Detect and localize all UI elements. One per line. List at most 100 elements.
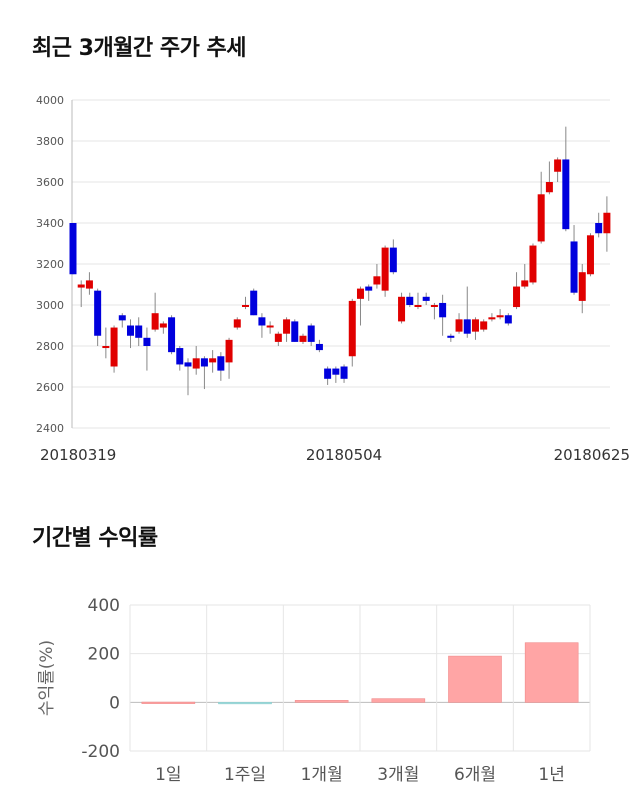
price-chart-title: 최근 3개월간 주가 추세 <box>32 36 246 61</box>
candle-body <box>455 319 463 332</box>
candle-body <box>348 300 356 357</box>
candle-body <box>192 358 200 369</box>
candle-body <box>463 319 471 334</box>
candle-body <box>233 319 241 328</box>
return-bar <box>524 642 579 703</box>
candle <box>562 126 570 232</box>
candle-body <box>143 337 151 346</box>
candle <box>176 346 184 371</box>
candle-body <box>389 247 397 273</box>
candle-body <box>365 286 373 291</box>
candle <box>110 325 118 373</box>
candle-body <box>324 368 332 379</box>
candle <box>209 350 217 373</box>
return-bar <box>294 700 349 703</box>
candle <box>299 333 307 344</box>
candle <box>250 288 258 316</box>
candle-body <box>480 321 488 330</box>
candle-body <box>151 313 159 330</box>
candle <box>414 292 422 310</box>
candle-body <box>110 327 118 367</box>
y-tick-label: 2800 <box>36 340 64 353</box>
x-category-label: 1개월 <box>301 765 343 785</box>
candle <box>77 280 85 308</box>
candle-body <box>159 323 167 328</box>
candle <box>283 317 291 342</box>
candle-body <box>176 348 184 365</box>
candle <box>496 309 504 320</box>
candle <box>324 366 332 385</box>
x-category-label: 6개월 <box>454 765 496 785</box>
candle-body <box>315 343 323 351</box>
candle <box>168 315 176 355</box>
candlestick-chart: 2400 2600 2800 3000 3200 3400 3600 3800 4000 2018… <box>36 94 630 464</box>
candle-body <box>102 346 110 349</box>
candle-body <box>586 235 594 275</box>
candle-body <box>570 241 578 293</box>
return-bar <box>141 701 196 704</box>
candle <box>554 157 562 182</box>
candle <box>69 223 77 275</box>
candle <box>529 243 537 285</box>
candle <box>94 288 102 346</box>
candle <box>291 319 299 342</box>
candle-body <box>471 319 479 332</box>
y-tick-label: 3200 <box>36 258 64 271</box>
candle-body <box>168 317 176 353</box>
candle-body <box>332 368 340 375</box>
candle <box>258 313 266 338</box>
candle-body <box>85 280 93 289</box>
candle <box>586 233 594 277</box>
candle <box>200 356 208 390</box>
candle-body <box>447 335 455 338</box>
candle <box>217 352 225 381</box>
candle <box>480 319 488 332</box>
candle <box>241 296 249 310</box>
candle <box>455 313 463 334</box>
returns-bar-chart: -200 0 200 400 수익률(%) 1일 1주일 1개월 3개월 6개월 1년 <box>37 596 591 785</box>
candle <box>184 358 192 396</box>
candle <box>340 364 348 383</box>
candle-body <box>126 325 134 336</box>
candle-body <box>595 223 603 234</box>
candle-body <box>422 296 430 301</box>
candle-body <box>406 296 414 305</box>
y-tick-label: 400 <box>88 596 120 616</box>
x-tick-label: 20180625 <box>554 446 630 464</box>
candle <box>307 323 315 346</box>
x-category-label: 3개월 <box>377 765 419 785</box>
candle-body <box>118 315 126 321</box>
candle <box>373 264 381 289</box>
x-category-label: 1주일 <box>224 765 266 785</box>
y-tick-label: -200 <box>81 742 120 762</box>
candle-body <box>291 321 299 342</box>
candle <box>521 264 529 289</box>
x-tick-label: 20180504 <box>306 446 382 464</box>
candle <box>159 321 167 334</box>
candle <box>356 286 364 326</box>
candle-body <box>135 325 143 338</box>
candle <box>439 294 447 336</box>
candle <box>463 286 471 338</box>
candle <box>545 161 553 195</box>
candle-body <box>496 315 504 318</box>
return-bar <box>371 698 426 703</box>
candle-body <box>545 182 553 193</box>
candle <box>225 337 233 379</box>
y-tick-label: 3400 <box>36 217 64 230</box>
candle <box>365 284 373 301</box>
candle-body <box>439 302 447 318</box>
candle-body <box>554 159 562 172</box>
candle-body <box>513 286 521 308</box>
candle-body <box>414 305 422 307</box>
candle-body <box>258 317 266 326</box>
candle <box>126 319 134 349</box>
candle-body <box>521 280 529 287</box>
candle-body <box>562 159 570 230</box>
y-tick-label: 0 <box>109 693 120 713</box>
y-tick-label: 3800 <box>36 135 64 148</box>
y-tick-label: 3000 <box>36 299 64 312</box>
candle-body <box>209 358 217 363</box>
candle-body <box>77 284 85 288</box>
candle <box>118 313 126 328</box>
